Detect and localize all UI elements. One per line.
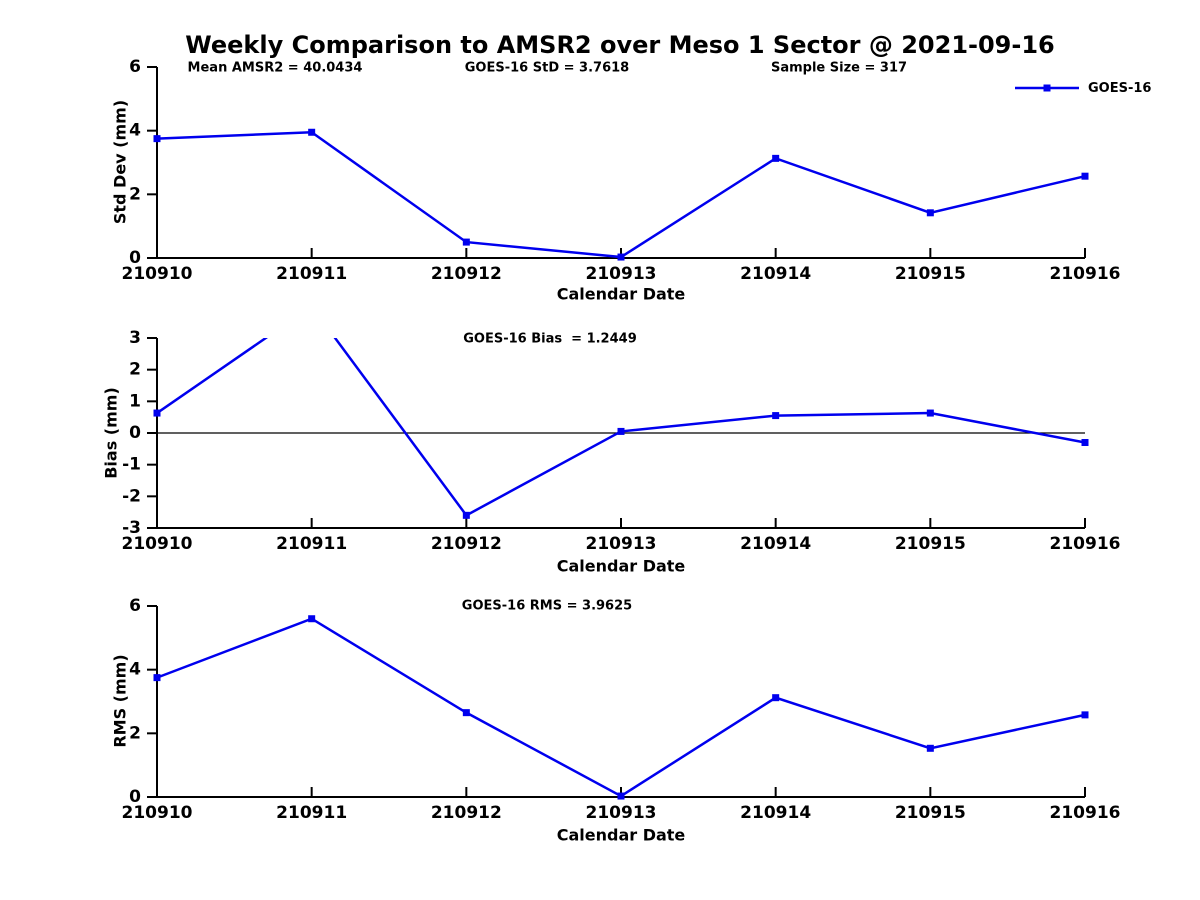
y-tick-label: -1 — [122, 455, 141, 475]
series-point-marker — [153, 135, 161, 143]
x-tick-label: 210916 — [1050, 264, 1121, 284]
series-point-marker — [153, 409, 161, 417]
series-point-marker — [1081, 439, 1089, 446]
y-tick-label: 0 — [129, 787, 141, 807]
x-tick-label: 210915 — [895, 534, 966, 554]
legend: GOES-16 — [1014, 80, 1151, 96]
series-point-marker — [153, 674, 161, 682]
series-point-marker — [462, 709, 470, 717]
xlabel-stddev: Calendar Date — [556, 284, 686, 304]
y-tick-label: -2 — [122, 486, 141, 506]
x-tick-label: 210912 — [431, 803, 502, 823]
series-point-marker — [462, 238, 470, 246]
x-tick-label: 210913 — [586, 264, 657, 284]
x-tick-label: 210910 — [122, 534, 193, 554]
y-tick-label: 0 — [129, 248, 141, 268]
y-tick-label: -3 — [122, 518, 141, 538]
series-point-marker — [308, 615, 316, 623]
y-tick-label: 2 — [129, 184, 141, 204]
y-tick-label: 6 — [129, 596, 141, 616]
series-point-marker — [462, 511, 470, 519]
series-point-marker — [308, 128, 316, 136]
series-line — [156, 130, 1086, 259]
y-tick-label: 0 — [129, 423, 141, 443]
x-tick-label: 210911 — [276, 803, 347, 823]
legend-square-marker-icon — [1043, 84, 1051, 92]
series-point-marker — [1081, 711, 1089, 719]
y-tick-label: 2 — [129, 723, 141, 743]
series-point-marker — [617, 792, 625, 800]
series-point-marker — [772, 154, 780, 162]
series-point-marker — [617, 427, 625, 435]
y-tick-label: 1 — [129, 391, 141, 411]
series-point-marker — [926, 409, 934, 417]
x-tick-label: 210914 — [740, 264, 811, 284]
series-point-marker — [772, 412, 780, 420]
legend-label: GOES-16 — [1088, 80, 1152, 96]
x-tick-label: 210910 — [122, 264, 193, 284]
series-point-marker — [772, 694, 780, 702]
series-point-marker — [1081, 172, 1089, 180]
y-tick-label: 3 — [129, 328, 141, 348]
legend-swatch — [1015, 84, 1079, 92]
xlabel-rms: Calendar Date — [556, 825, 686, 845]
series-line — [156, 338, 1086, 517]
x-tick-label: 210915 — [895, 803, 966, 823]
series-line — [156, 617, 1086, 798]
bias-panel-title: GOES-16 Bias = 1.2449 — [463, 331, 637, 347]
x-tick-label: 210911 — [276, 264, 347, 284]
series-point-marker — [617, 253, 625, 261]
xlabel-bias: Calendar Date — [556, 556, 686, 576]
rms-panel-title: GOES-16 RMS = 3.9625 — [461, 598, 633, 614]
stat-goes16-std: GOES-16 StD = 3.7618 — [464, 60, 630, 76]
x-tick-label: 210910 — [122, 803, 193, 823]
y-tick-label: 2 — [129, 360, 141, 380]
x-tick-label: 210912 — [431, 534, 502, 554]
stat-mean-amsr2: Mean AMSR2 = 40.0434 — [187, 60, 363, 76]
y-tick-label: 4 — [129, 121, 141, 141]
x-tick-label: 210916 — [1050, 803, 1121, 823]
x-tick-label: 210912 — [431, 264, 502, 284]
x-tick-label: 210913 — [586, 803, 657, 823]
x-tick-label: 210913 — [586, 534, 657, 554]
y-tick-label: 4 — [129, 660, 141, 680]
y-tick-label: 6 — [129, 57, 141, 77]
x-tick-label: 210916 — [1050, 534, 1121, 554]
series-point-marker — [926, 209, 934, 217]
x-tick-label: 210914 — [740, 803, 811, 823]
stat-sample-size: Sample Size = 317 — [770, 60, 908, 76]
x-tick-label: 210911 — [276, 534, 347, 554]
x-tick-label: 210914 — [740, 534, 811, 554]
x-tick-label: 210915 — [895, 264, 966, 284]
series-point-marker — [926, 744, 934, 752]
page-title: Weekly Comparison to AMSR2 over Meso 1 S… — [185, 31, 1055, 59]
